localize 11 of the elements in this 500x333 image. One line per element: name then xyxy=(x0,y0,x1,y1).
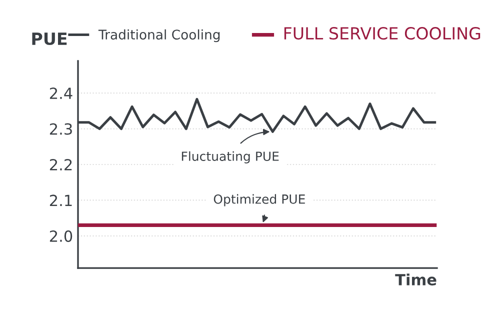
y-tick-label: 2.1 xyxy=(50,194,72,206)
y-tick-label: 2.4 xyxy=(50,88,72,99)
x-axis-title: Time xyxy=(395,274,436,286)
y-tick-label: 2.2 xyxy=(50,158,72,170)
y-tick-label: 2.3 xyxy=(50,123,72,135)
annotation: Fluctuating PUE xyxy=(182,151,279,164)
y-tick-label: 2.0 xyxy=(50,230,72,242)
legend-label: FULL SERVICE COOLING xyxy=(284,27,480,40)
annotation: Optimized PUE xyxy=(214,194,305,206)
legend-label: Traditional Cooling xyxy=(98,29,220,42)
y-axis-title: PUE xyxy=(32,32,67,46)
